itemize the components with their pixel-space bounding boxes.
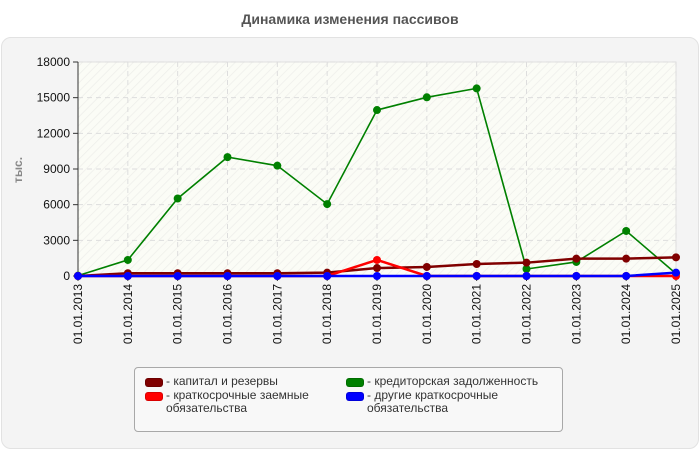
x-tick-label: 01.01.2022	[520, 284, 534, 344]
data-point	[373, 106, 381, 115]
chart-title: Динамика изменения пассивов	[241, 11, 459, 27]
y-tick-label: 15000	[37, 91, 71, 105]
data-point	[74, 272, 82, 280]
data-point	[472, 272, 481, 280]
y-tick-label: 12000	[37, 126, 71, 140]
legend-swatch-capital	[145, 378, 163, 387]
y-tick-label: 6000	[43, 198, 70, 212]
data-point	[223, 272, 232, 280]
legend-item-capital: - капитал и резервы	[145, 375, 278, 388]
data-point	[123, 255, 132, 264]
x-tick-label: 01.01.2013	[71, 284, 85, 344]
data-point	[522, 258, 531, 267]
legend-swatch-short-loans	[145, 392, 163, 401]
data-point	[123, 272, 132, 280]
x-tick-label: 01.01.2020	[420, 284, 434, 344]
data-point	[373, 264, 381, 273]
x-tick-label: 01.01.2023	[569, 284, 583, 344]
x-tick-label: 01.01.2019	[370, 284, 384, 344]
data-point	[373, 272, 381, 280]
data-point	[422, 93, 431, 102]
data-point	[173, 272, 182, 280]
data-point	[323, 200, 332, 209]
y-tick-label: 18000	[37, 55, 71, 69]
data-point	[672, 253, 680, 262]
legend-label: - краткосрочные заемные обязательства	[166, 388, 309, 415]
y-tick-label: 3000	[43, 233, 70, 247]
x-tick-label: 01.01.2014	[121, 284, 135, 344]
x-tick-label: 01.01.2021	[470, 284, 484, 344]
data-point	[323, 272, 332, 280]
data-point	[422, 262, 431, 271]
x-tick-label: 01.01.2015	[171, 284, 185, 344]
x-tick-label: 01.01.2025	[669, 284, 683, 344]
y-tick-label: 9000	[43, 162, 70, 176]
data-point	[472, 84, 481, 93]
data-point	[622, 226, 631, 235]
data-point	[472, 259, 481, 268]
data-point	[622, 254, 631, 263]
y-tick-label: 0	[63, 269, 70, 283]
data-point	[223, 153, 232, 162]
data-point	[422, 272, 431, 280]
legend-swatch-payables	[346, 378, 364, 387]
legend-item-short-loans: - краткосрочные заемные обязательства	[145, 389, 309, 415]
data-point	[572, 254, 581, 263]
data-point	[522, 264, 531, 273]
data-point	[173, 194, 182, 203]
legend-label: - кредиторская задолженность	[367, 374, 539, 388]
data-point	[273, 161, 282, 170]
legend-label: - другие краткосрочные обязательства	[367, 388, 499, 415]
data-point	[522, 272, 531, 280]
data-point	[273, 272, 282, 280]
x-tick-label: 01.01.2018	[320, 284, 334, 344]
y-axis-label: тыс.	[11, 157, 25, 183]
data-point	[672, 268, 680, 277]
data-point	[622, 272, 631, 280]
legend-swatch-other-short	[346, 392, 364, 401]
x-tick-label: 01.01.2017	[270, 284, 284, 344]
legend-item-other-short: - другие краткосрочные обязательства	[346, 389, 498, 415]
legend-label: - капитал и резервы	[166, 374, 278, 388]
data-point	[572, 272, 581, 280]
chart-legend: - капитал и резервы - кредиторская задол…	[134, 367, 563, 432]
x-tick-label: 01.01.2016	[221, 284, 235, 344]
x-tick-label: 01.01.2024	[619, 284, 633, 344]
legend-item-payables: - кредиторская задолженность	[346, 375, 538, 388]
data-point	[373, 255, 381, 264]
plot-area: 0 3000 6000 9000 12000 15000 18000 01.01.2013 01…	[37, 55, 683, 344]
